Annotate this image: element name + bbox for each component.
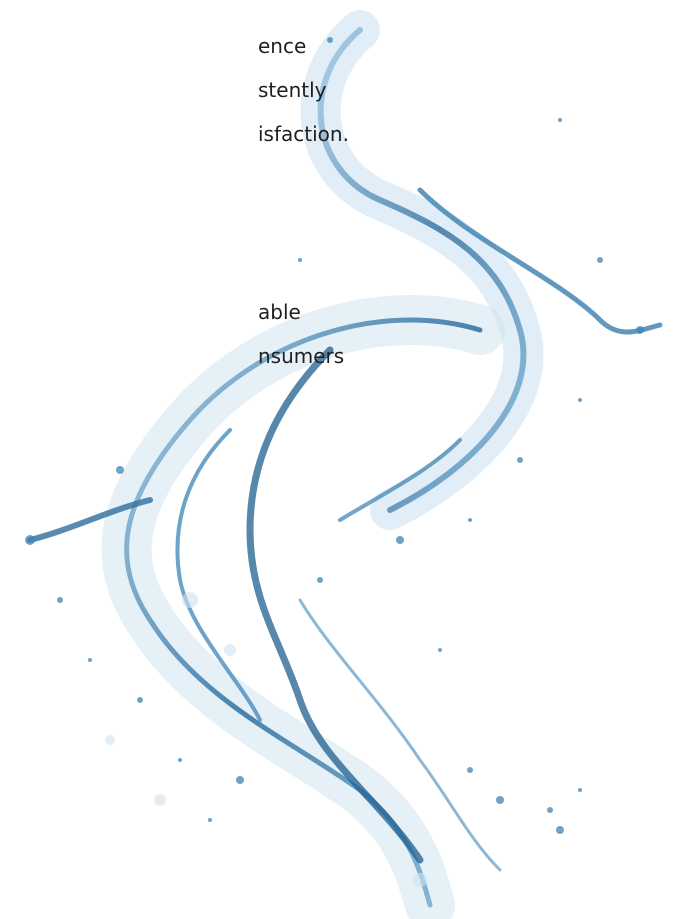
- text-line: nsumers: [258, 344, 345, 368]
- text-line: ence: [258, 34, 307, 58]
- text-line: stently: [258, 78, 327, 102]
- text-line: able: [258, 300, 301, 324]
- text-line: isfaction.: [258, 122, 349, 146]
